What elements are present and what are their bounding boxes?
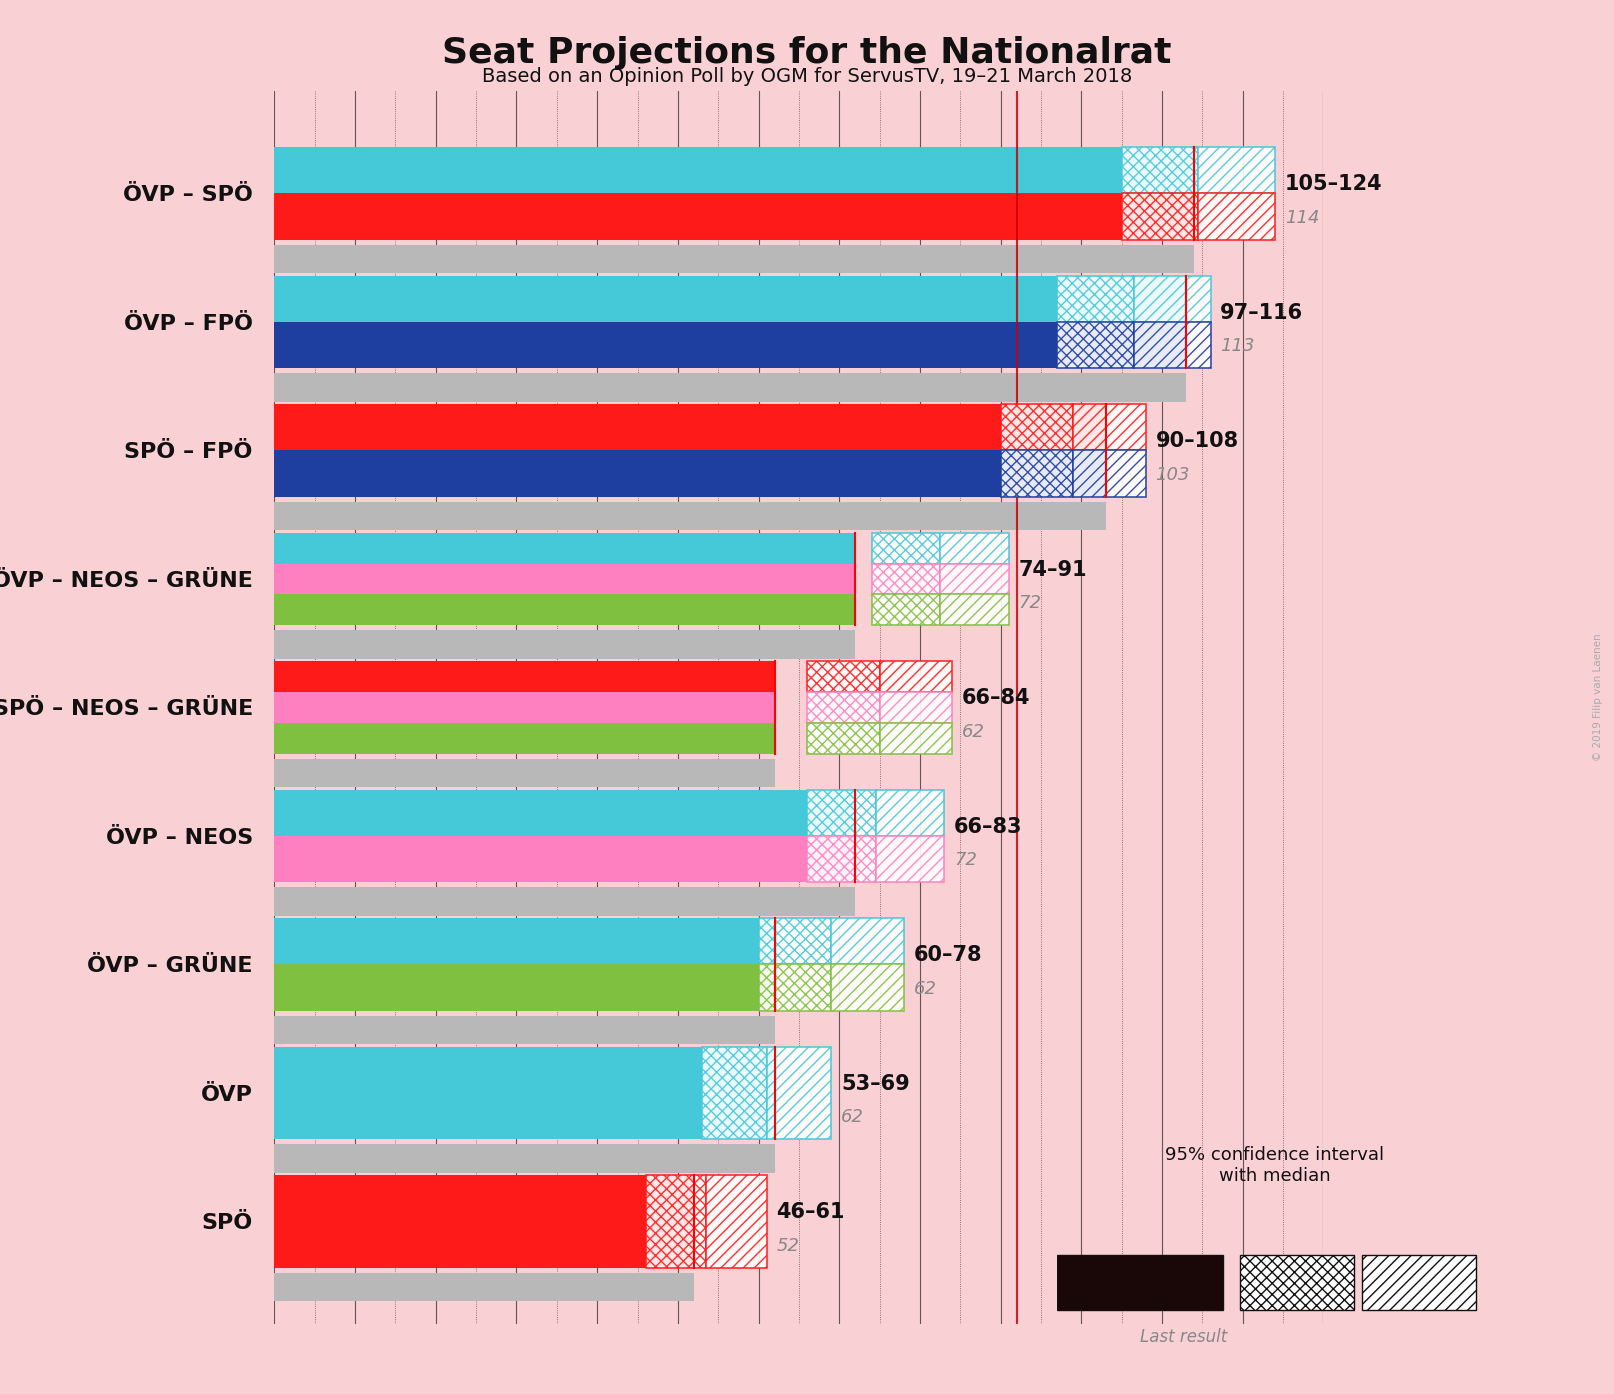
Bar xyxy=(707,1175,767,1267)
Bar xyxy=(274,888,855,916)
Bar xyxy=(939,563,1009,594)
Bar xyxy=(274,965,775,1011)
Bar xyxy=(274,919,775,965)
Text: 74–91: 74–91 xyxy=(1018,560,1088,580)
Bar xyxy=(939,533,1009,563)
Bar xyxy=(274,1016,775,1044)
Bar xyxy=(759,919,831,965)
Text: 72: 72 xyxy=(954,852,976,870)
Bar xyxy=(274,404,1106,450)
Bar xyxy=(767,1047,831,1139)
Bar xyxy=(875,789,944,836)
Text: 113: 113 xyxy=(1220,337,1254,355)
Text: 62: 62 xyxy=(962,723,985,740)
Bar xyxy=(807,661,880,691)
Bar xyxy=(274,194,1194,240)
Bar xyxy=(807,836,875,882)
Text: 66–83: 66–83 xyxy=(954,817,1022,836)
Text: 60–78: 60–78 xyxy=(914,945,981,966)
Bar xyxy=(274,661,775,691)
Text: 66–84: 66–84 xyxy=(962,689,1030,708)
Text: 72: 72 xyxy=(1018,594,1041,612)
Bar xyxy=(274,1273,694,1301)
Bar xyxy=(1057,276,1133,322)
Bar xyxy=(1362,1255,1475,1310)
Bar xyxy=(274,533,855,563)
Bar xyxy=(1198,148,1275,194)
Bar xyxy=(807,789,875,836)
Text: Based on an Opinion Poll by OGM for ServusTV, 19–21 March 2018: Based on an Opinion Poll by OGM for Serv… xyxy=(483,67,1131,86)
Bar xyxy=(880,661,952,691)
Bar xyxy=(880,691,952,723)
Bar xyxy=(274,723,775,754)
Bar xyxy=(274,836,855,882)
Bar xyxy=(702,1047,767,1139)
Bar xyxy=(872,594,939,625)
Text: 46–61: 46–61 xyxy=(776,1203,844,1223)
Bar xyxy=(274,563,855,594)
Text: 105–124: 105–124 xyxy=(1285,174,1382,194)
Text: Seat Projections for the Nationalrat: Seat Projections for the Nationalrat xyxy=(442,36,1172,70)
Bar xyxy=(807,691,880,723)
Text: 52: 52 xyxy=(776,1236,799,1255)
Bar xyxy=(1122,194,1198,240)
Bar xyxy=(274,1144,775,1172)
Bar xyxy=(872,563,939,594)
Bar xyxy=(880,723,952,754)
Bar xyxy=(1133,276,1210,322)
Bar xyxy=(274,374,1186,401)
Bar xyxy=(274,630,855,658)
Bar xyxy=(1133,322,1210,368)
Bar xyxy=(1001,404,1073,450)
Bar xyxy=(274,245,1194,273)
Bar xyxy=(1001,450,1073,496)
Bar xyxy=(646,1175,707,1267)
Bar xyxy=(274,450,1106,496)
Text: 90–108: 90–108 xyxy=(1156,431,1240,452)
Bar xyxy=(1057,1255,1223,1310)
Bar xyxy=(872,533,939,563)
Bar xyxy=(274,758,775,788)
Bar xyxy=(274,148,1194,194)
Text: 103: 103 xyxy=(1156,466,1190,484)
Bar xyxy=(1073,404,1146,450)
Bar xyxy=(274,502,1106,530)
Bar xyxy=(274,691,775,723)
Bar xyxy=(1122,148,1198,194)
Text: 62: 62 xyxy=(841,1108,863,1126)
Bar xyxy=(939,594,1009,625)
Bar xyxy=(274,594,855,625)
Bar xyxy=(1073,450,1146,496)
Text: © 2019 Filip van Laenen: © 2019 Filip van Laenen xyxy=(1593,633,1603,761)
Bar xyxy=(274,1047,775,1139)
Text: 97–116: 97–116 xyxy=(1220,302,1304,323)
Text: 53–69: 53–69 xyxy=(841,1073,910,1094)
Bar xyxy=(274,276,1186,322)
Bar xyxy=(875,836,944,882)
Bar xyxy=(831,965,904,1011)
Text: 62: 62 xyxy=(914,980,936,998)
Text: 95% confidence interval
with median: 95% confidence interval with median xyxy=(1165,1146,1385,1185)
Bar xyxy=(1057,322,1133,368)
Bar xyxy=(274,789,855,836)
Bar xyxy=(1198,194,1275,240)
Text: 114: 114 xyxy=(1285,209,1319,227)
Bar xyxy=(274,1175,694,1267)
Bar xyxy=(274,322,1186,368)
Bar xyxy=(807,723,880,754)
Bar xyxy=(759,965,831,1011)
Bar xyxy=(831,919,904,965)
Text: Last result: Last result xyxy=(1139,1328,1227,1347)
Bar xyxy=(1240,1255,1354,1310)
